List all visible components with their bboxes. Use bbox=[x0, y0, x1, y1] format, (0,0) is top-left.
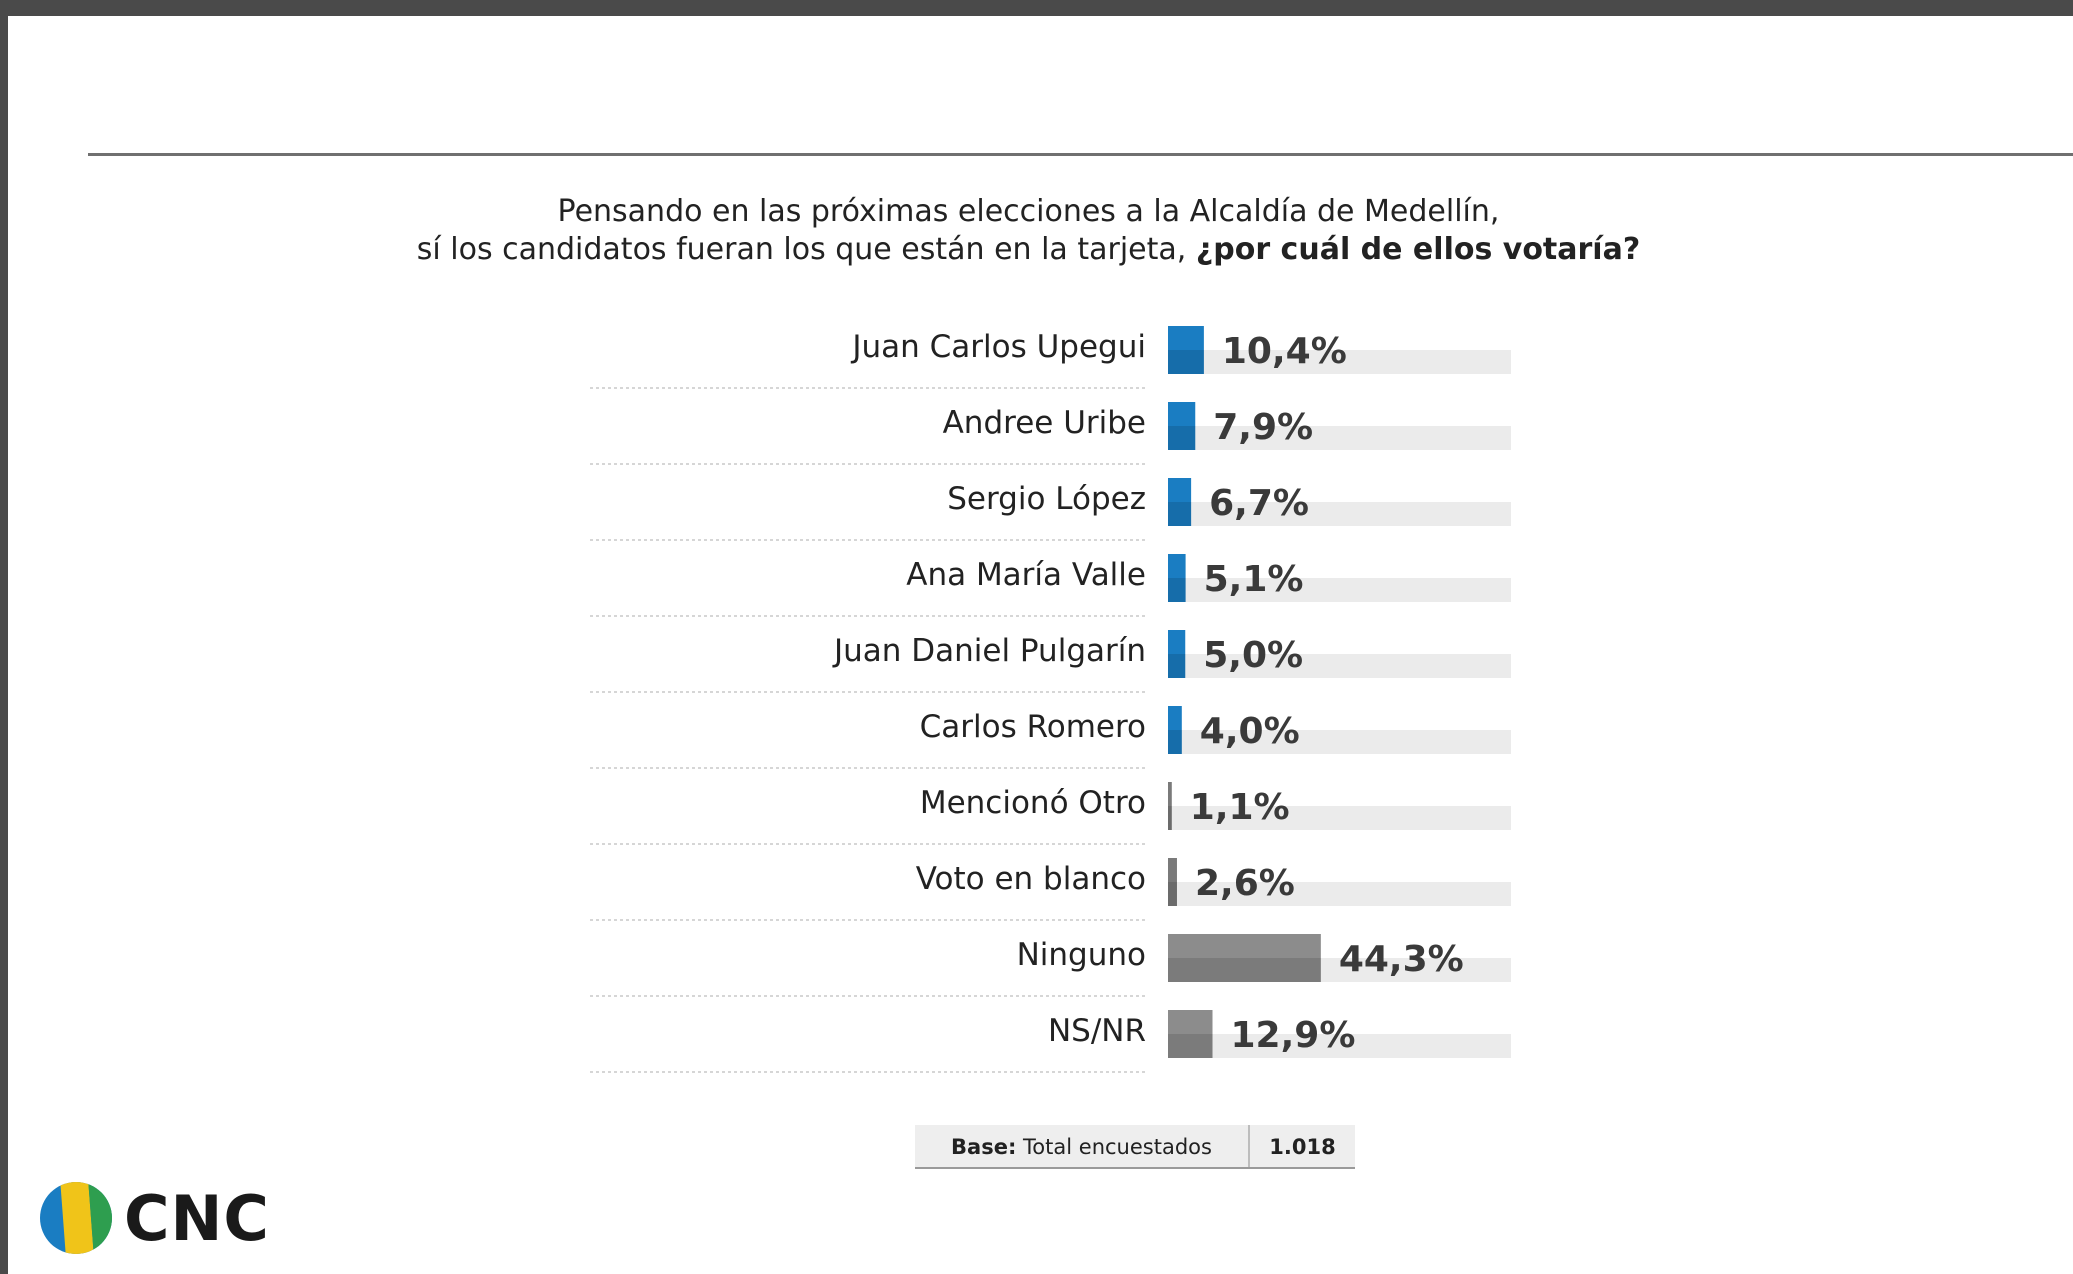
bar-andree-uribe bbox=[1168, 402, 1196, 450]
track-sergio-lopez bbox=[1168, 502, 1511, 526]
category-label-ns-nr: NS/NR bbox=[1048, 1013, 1146, 1049]
value-label-sergio-lopez: 6,7% bbox=[1209, 483, 1309, 524]
base-value: 1.018 bbox=[1269, 1135, 1336, 1159]
chart-title-line-2-regular: sí los candidatos fueran los que están e… bbox=[416, 232, 1196, 267]
cnc-logo-text: CNC bbox=[124, 1182, 270, 1255]
track-menciono-otro bbox=[1168, 806, 1511, 830]
chart-title-line-1: Pensando en las próximas elecciones a la… bbox=[557, 194, 1500, 229]
bar-ns-nr bbox=[1168, 1010, 1213, 1058]
cnc-logo-mark bbox=[40, 1182, 112, 1254]
track-voto-en-blanco bbox=[1168, 882, 1511, 906]
bar-shade-menciono-otro bbox=[1168, 806, 1172, 830]
bar-shade-carlos-romero bbox=[1168, 730, 1182, 754]
track-juan-daniel-pulgarin bbox=[1168, 654, 1511, 678]
bar-chart: Juan Carlos Upegui 10,4% Andree Uribe 7,9% S… bbox=[590, 326, 1511, 1073]
bar-carlos-romero bbox=[1168, 706, 1182, 754]
track-ana-maria-valle bbox=[1168, 578, 1511, 602]
slide: Pensando en las próximas elecciones a la… bbox=[8, 16, 2073, 1274]
bar-shade-ana-maria-valle bbox=[1168, 578, 1186, 602]
bar-shade-juan-carlos-upegui bbox=[1168, 350, 1204, 374]
cnc-logo: CNC bbox=[38, 1180, 278, 1260]
bar-shade-andree-uribe bbox=[1168, 426, 1196, 450]
bar-voto-en-blanco bbox=[1168, 858, 1177, 906]
category-label-andree-uribe: Andree Uribe bbox=[943, 405, 1146, 441]
base-label-bold: Base: bbox=[951, 1135, 1017, 1159]
track-carlos-romero bbox=[1168, 730, 1511, 754]
bar-ana-maria-valle bbox=[1168, 554, 1186, 602]
track-juan-carlos-upegui bbox=[1168, 350, 1511, 374]
category-label-ninguno: Ninguno bbox=[1017, 937, 1146, 973]
bar-juan-carlos-upegui bbox=[1168, 326, 1204, 374]
bar-menciono-otro bbox=[1168, 782, 1172, 830]
bar-shade-juan-daniel-pulgarin bbox=[1168, 654, 1186, 678]
bar-shade-sergio-lopez bbox=[1168, 502, 1192, 526]
value-label-juan-daniel-pulgarin: 5,0% bbox=[1203, 635, 1303, 676]
chart-title-line-2-bold: ¿por cuál de ellos votaría? bbox=[1195, 232, 1641, 267]
base-label: Base: Total encuestados bbox=[915, 1125, 1248, 1167]
top-rule bbox=[88, 153, 2073, 156]
bar-sergio-lopez bbox=[1168, 478, 1192, 526]
bar-shade-ninguno bbox=[1168, 958, 1321, 982]
category-label-sergio-lopez: Sergio López bbox=[947, 481, 1146, 517]
logo-segment-yellow bbox=[60, 1182, 94, 1254]
base-label-text: Total encuestados bbox=[1016, 1135, 1212, 1159]
value-label-ana-maria-valle: 5,1% bbox=[1204, 559, 1304, 600]
bar-juan-daniel-pulgarin bbox=[1168, 630, 1186, 678]
category-label-carlos-romero: Carlos Romero bbox=[920, 709, 1146, 745]
category-label-menciono-otro: Mencionó Otro bbox=[920, 785, 1146, 821]
category-label-ana-maria-valle: Ana María Valle bbox=[906, 557, 1146, 593]
track-andree-uribe bbox=[1168, 426, 1511, 450]
base-box: Base: Total encuestados 1.018 bbox=[915, 1125, 1355, 1169]
bar-shade-ns-nr bbox=[1168, 1034, 1213, 1058]
value-label-carlos-romero: 4,0% bbox=[1200, 711, 1300, 752]
value-label-voto-en-blanco: 2,6% bbox=[1195, 863, 1295, 904]
track-ns-nr bbox=[1168, 1034, 1511, 1058]
value-label-ns-nr: 12,9% bbox=[1231, 1015, 1356, 1056]
value-label-ninguno: 44,3% bbox=[1339, 939, 1464, 980]
value-label-menciono-otro: 1,1% bbox=[1190, 787, 1290, 828]
value-label-juan-carlos-upegui: 10,4% bbox=[1222, 331, 1347, 372]
base-divider bbox=[1248, 1125, 1250, 1167]
category-label-juan-carlos-upegui: Juan Carlos Upegui bbox=[850, 329, 1146, 365]
bar-ninguno bbox=[1168, 934, 1321, 982]
category-label-juan-daniel-pulgarin: Juan Daniel Pulgarín bbox=[832, 633, 1146, 669]
chart-title-line-2: sí los candidatos fueran los que están e… bbox=[0, 232, 2061, 267]
bar-shade-voto-en-blanco bbox=[1168, 882, 1177, 906]
value-label-andree-uribe: 7,9% bbox=[1213, 407, 1313, 448]
category-label-voto-en-blanco: Voto en blanco bbox=[916, 861, 1146, 897]
